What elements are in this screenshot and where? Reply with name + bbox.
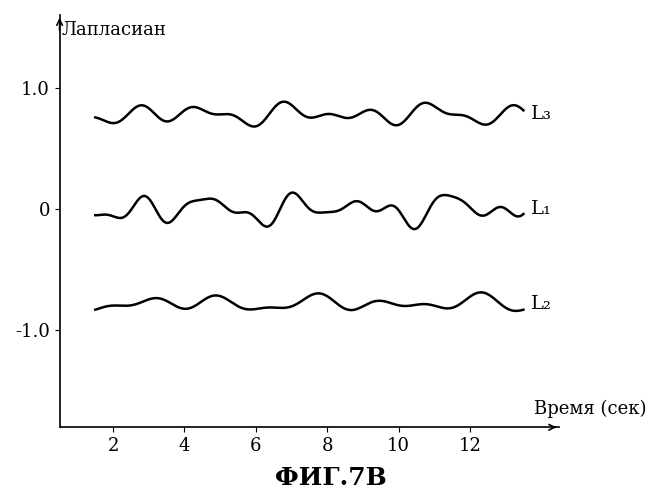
Text: L₁: L₁	[531, 200, 551, 218]
Text: ФИГ.7В: ФИГ.7В	[274, 466, 387, 490]
Text: Лапласиан: Лапласиан	[61, 21, 167, 39]
Text: Время (сек): Время (сек)	[534, 400, 646, 417]
Text: L₂: L₂	[531, 294, 551, 312]
Text: L₃: L₃	[531, 106, 551, 124]
